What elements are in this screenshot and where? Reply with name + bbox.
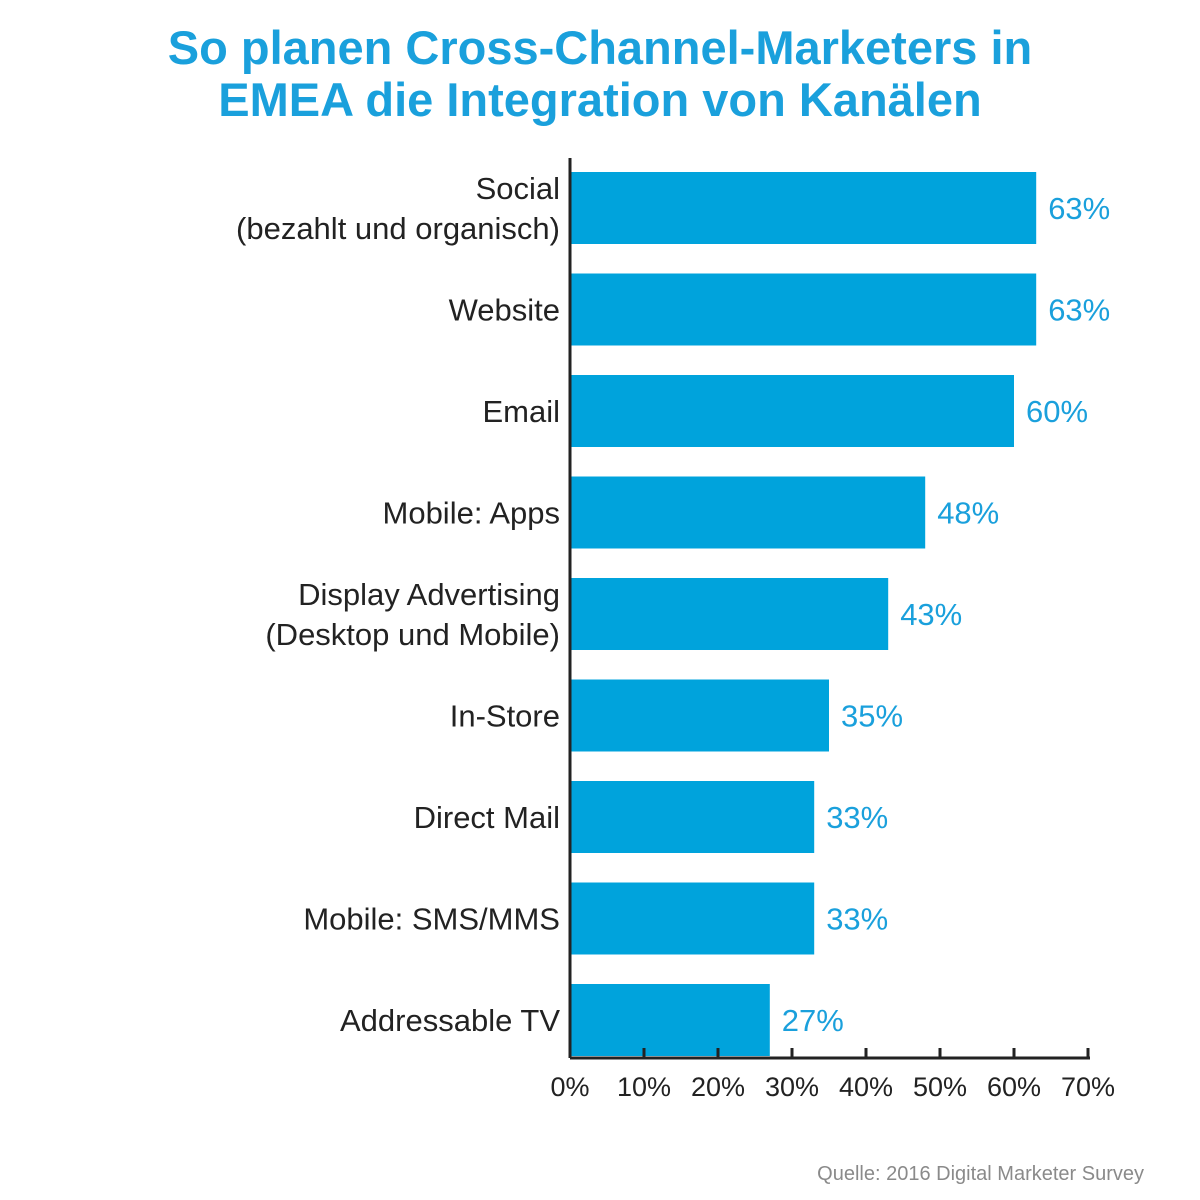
x-tick-label: 10% [617, 1072, 671, 1102]
bar [570, 781, 815, 853]
bar-value-label: 27% [782, 1003, 844, 1038]
bar [570, 375, 1014, 447]
bar [570, 578, 889, 650]
category-label: (Desktop und Mobile) [265, 617, 560, 652]
category-label: Display Advertising [298, 577, 560, 612]
bar-value-label: 63% [1048, 293, 1110, 328]
chart-title: So planen Cross-Channel-Marketers in EME… [0, 22, 1200, 126]
category-label: Addressable TV [340, 1003, 560, 1038]
bar [570, 273, 1037, 346]
bar [570, 882, 815, 955]
bar-value-label: 33% [826, 902, 888, 937]
bar [570, 172, 1037, 244]
x-tick-label: 0% [550, 1072, 589, 1102]
source-note: Quelle: 2016 Digital Marketer Survey [817, 1163, 1144, 1185]
x-tick-label: 50% [913, 1072, 967, 1102]
x-tick-label: 40% [839, 1072, 893, 1102]
category-label: Mobile: SMS/MMS [303, 902, 560, 937]
category-label: Direct Mail [414, 800, 560, 835]
x-tick-label: 20% [691, 1072, 745, 1102]
x-tick-label: 60% [987, 1072, 1041, 1102]
bar-value-label: 48% [937, 496, 999, 531]
bar-value-label: 33% [826, 800, 888, 835]
category-label: Email [482, 394, 560, 429]
bar-value-label: 60% [1026, 394, 1088, 429]
bar-value-label: 35% [841, 699, 903, 734]
bar-value-label: 43% [900, 597, 962, 632]
bar [570, 679, 829, 752]
bar-value-label: 63% [1048, 191, 1110, 226]
category-label: (bezahlt und organisch) [236, 211, 560, 246]
x-tick-label: 30% [765, 1072, 819, 1102]
bar [570, 476, 926, 549]
bar [570, 984, 770, 1056]
category-label: Mobile: Apps [383, 496, 561, 531]
chart-title-line-2: EMEA die Integration von Kanälen [218, 73, 982, 126]
category-label: In-Store [450, 699, 560, 734]
x-tick-label: 70% [1061, 1072, 1115, 1102]
category-label: Website [449, 293, 560, 328]
category-label: Social [476, 171, 560, 206]
chart-title-line-1: So planen Cross-Channel-Marketers in [167, 21, 1033, 74]
